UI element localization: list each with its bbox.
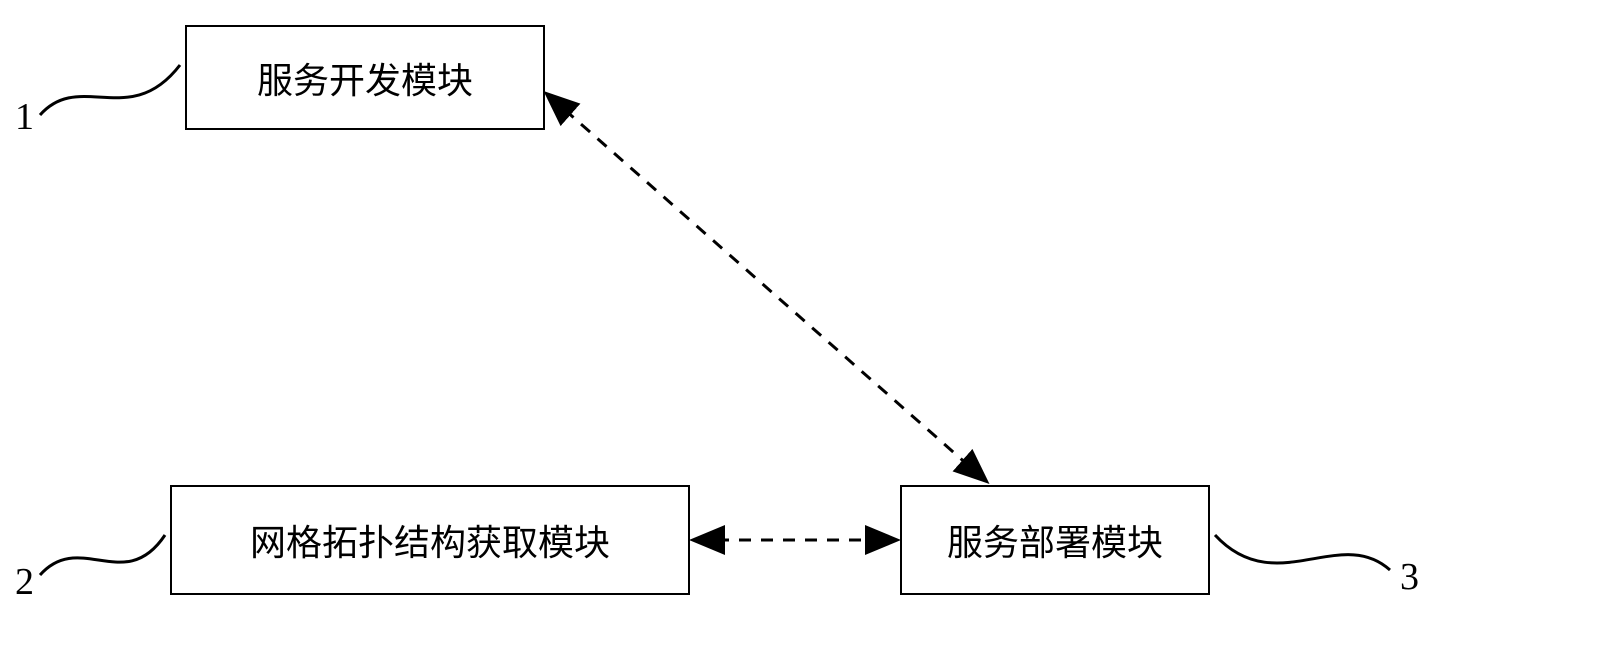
- diagram-container: 服务开发模块 网格拓扑结构获取模块 服务部署模块 1 2 3: [0, 0, 1611, 651]
- callout-number-2: 2: [15, 560, 34, 604]
- node-service-deploy: 服务部署模块: [900, 485, 1210, 595]
- node-service-dev: 服务开发模块: [185, 25, 545, 130]
- node-label: 服务部署模块: [947, 514, 1163, 566]
- node-label: 网格拓扑结构获取模块: [250, 514, 610, 566]
- node-grid-topology: 网格拓扑结构获取模块: [170, 485, 690, 595]
- callout-curve-2: [40, 535, 165, 575]
- callout-curve-3: [1215, 535, 1390, 570]
- callout-number-1: 1: [15, 95, 34, 139]
- callout-curve-1: [40, 65, 180, 115]
- edge-dev-to-deploy: [548, 95, 985, 480]
- node-label: 服务开发模块: [257, 52, 473, 104]
- callout-number-3: 3: [1400, 555, 1419, 599]
